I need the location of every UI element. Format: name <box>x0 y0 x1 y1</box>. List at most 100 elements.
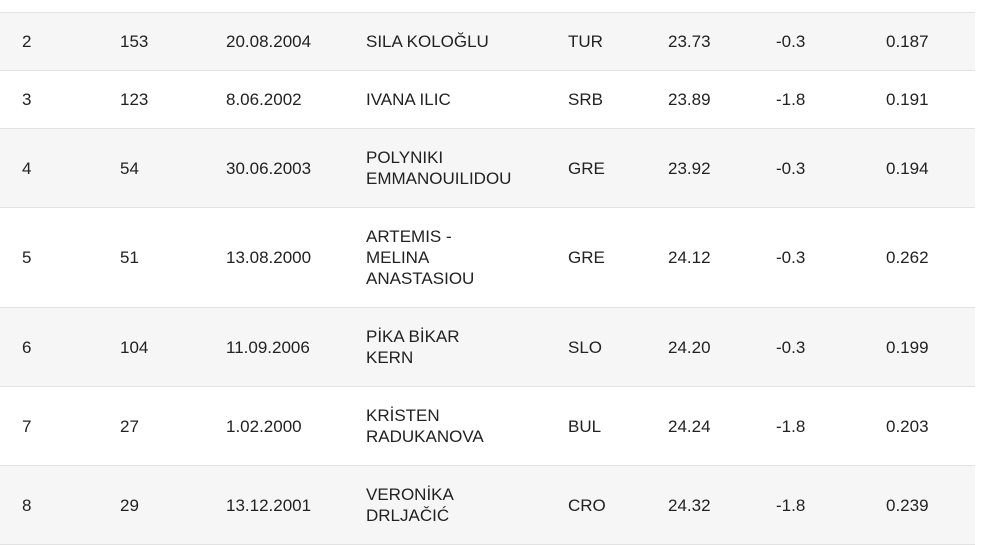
cell: GRE <box>568 208 668 308</box>
cell: 13.12.2001 <box>226 466 366 545</box>
country: SRB <box>568 90 603 109</box>
cell: KRİSTEN RADUKANOVA <box>366 387 568 466</box>
bib: 123 <box>120 90 149 109</box>
cell: 0.203 <box>886 387 975 466</box>
reaction-time: 0.187 <box>886 32 929 51</box>
country: BUL <box>568 416 602 436</box>
cell: GRE <box>568 129 668 208</box>
cell: 7 <box>0 387 120 466</box>
bib: 29 <box>120 495 139 515</box>
birth-date: 13.08.2000 <box>226 248 312 267</box>
athlete-name: ARTEMIS - MELINA ANASTASIOU <box>366 227 475 288</box>
result-time: 23.73 <box>668 32 711 51</box>
wind: -0.3 <box>776 337 806 357</box>
cell: 54 <box>120 129 226 208</box>
bib: 153 <box>120 32 149 51</box>
cell: 0.187 <box>886 13 975 71</box>
birth-date: 20.08.2004 <box>226 32 312 51</box>
cell: 4 <box>0 129 120 208</box>
wind: -0.3 <box>776 158 806 178</box>
cell: -0.3 <box>776 13 886 71</box>
rank: 3 <box>22 90 32 109</box>
result-row: 7 27 1.02.2000 KRİSTEN RADUKANOVA BUL 24.24 -1… <box>0 386 975 466</box>
cell: 5 <box>0 208 120 308</box>
cell: IVANA ILIC <box>366 71 568 129</box>
cell: 20.08.2004 <box>226 13 366 71</box>
result-time: 24.12 <box>668 248 711 267</box>
cell: 23.92 <box>668 129 776 208</box>
cell: 0.194 <box>886 129 975 208</box>
rank: 4 <box>22 158 32 178</box>
wind: -1.8 <box>776 416 806 436</box>
bib: 27 <box>120 416 139 436</box>
cell: 0.239 <box>886 466 975 545</box>
athlete-name: POLYNIKI EMMANOUILIDOU <box>366 148 512 188</box>
cell: 6 <box>0 308 120 387</box>
cell: -0.3 <box>776 129 886 208</box>
athlete-name: PİKA BİKAR KERN <box>366 327 460 367</box>
result-row: 5 51 13.08.2000 ARTEMIS - MELINA ANASTASIOU… <box>0 207 975 308</box>
cell: 11.09.2006 <box>226 308 366 387</box>
cell: 29 <box>120 466 226 545</box>
birth-date: 8.06.2002 <box>226 90 302 109</box>
cell: -1.8 <box>776 387 886 466</box>
rank: 7 <box>22 416 32 436</box>
cell: CRO <box>568 466 668 545</box>
country: CRO <box>568 495 606 515</box>
country: GRE <box>568 248 605 267</box>
cell: 24.20 <box>668 308 776 387</box>
cell: POLYNIKI EMMANOUILIDOU <box>366 129 568 208</box>
cell: -0.3 <box>776 308 886 387</box>
wind: -0.3 <box>776 32 806 51</box>
cell: 8 <box>0 466 120 545</box>
country: GRE <box>568 158 605 178</box>
country: SLO <box>568 337 603 357</box>
bib: 104 <box>120 337 149 357</box>
cell: 8.06.2002 <box>226 71 366 129</box>
birth-date: 30.06.2003 <box>226 158 312 178</box>
cell: 13.08.2000 <box>226 208 366 308</box>
result-time: 24.20 <box>668 337 711 357</box>
birth-date: 13.12.2001 <box>226 495 312 515</box>
result-row: 8 29 13.12.2001 VERONİKA DRLJAČIĆ CRO 24.32 -1… <box>0 465 975 545</box>
cell: SLO <box>568 308 668 387</box>
country: TUR <box>568 32 603 51</box>
results-table: 2 153 20.08.2004 SILA KOLOĞLU TUR 23.73 -0.3 0.… <box>0 12 975 545</box>
cell: 123 <box>120 71 226 129</box>
birth-date: 1.02.2000 <box>226 416 302 436</box>
rank: 8 <box>22 495 32 515</box>
cell: 2 <box>0 13 120 71</box>
bib: 54 <box>120 158 139 178</box>
wind: -1.8 <box>776 90 806 109</box>
rank: 6 <box>22 337 32 357</box>
result-time: 23.92 <box>668 158 711 178</box>
cell: 153 <box>120 13 226 71</box>
cell: 1.02.2000 <box>226 387 366 466</box>
reaction-time: 0.199 <box>886 337 929 357</box>
result-row: 3 123 8.06.2002 IVANA ILIC SRB 23.89 -1.8 0.191 <box>0 70 975 129</box>
cell: TUR <box>568 13 668 71</box>
cell: 0.191 <box>886 71 975 129</box>
result-time: 24.24 <box>668 416 711 436</box>
result-row: 6 104 11.09.2006 PİKA BİKAR KERN SLO 24.20 -0.… <box>0 307 975 387</box>
result-row: 4 54 30.06.2003 POLYNIKI EMMANOUILIDOU GRE 23… <box>0 128 975 208</box>
wind: -1.8 <box>776 495 806 515</box>
cell: 24.12 <box>668 208 776 308</box>
cell: -1.8 <box>776 71 886 129</box>
rank: 5 <box>22 248 32 267</box>
cell: 51 <box>120 208 226 308</box>
cell: PİKA BİKAR KERN <box>366 308 568 387</box>
cell: 24.32 <box>668 466 776 545</box>
cell: 0.262 <box>886 208 975 308</box>
bib: 51 <box>120 248 139 267</box>
reaction-time: 0.203 <box>886 416 929 436</box>
page: 2 153 20.08.2004 SILA KOLOĞLU TUR 23.73 -0.3 0.… <box>0 12 1000 545</box>
cell: 3 <box>0 71 120 129</box>
cell: SRB <box>568 71 668 129</box>
result-time: 24.32 <box>668 495 711 515</box>
cell: 104 <box>120 308 226 387</box>
cell: -1.8 <box>776 466 886 545</box>
athlete-name: KRİSTEN RADUKANOVA <box>366 406 484 446</box>
reaction-time: 0.239 <box>886 495 929 515</box>
birth-date: 11.09.2006 <box>226 337 310 357</box>
